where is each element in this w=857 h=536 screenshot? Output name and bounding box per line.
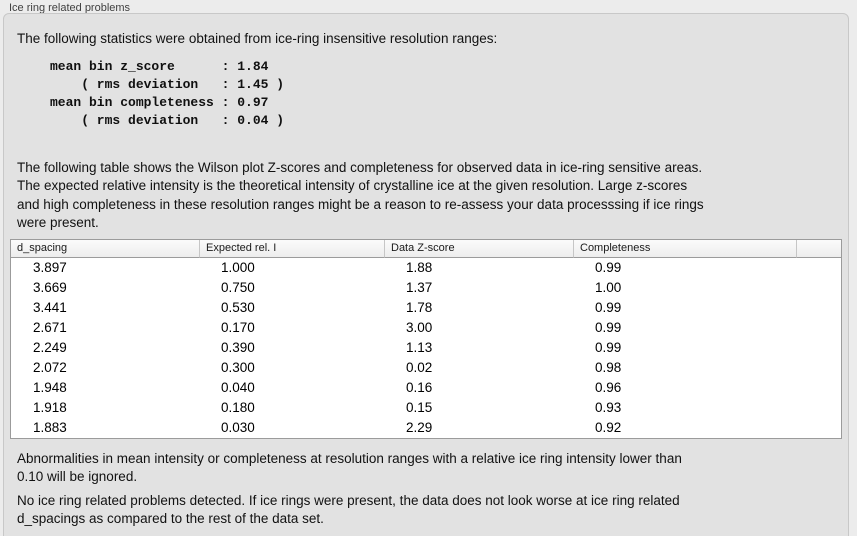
table-cell: 1.883 [33, 420, 67, 435]
table-cell: 0.92 [595, 420, 622, 435]
table-cell: 0.99 [595, 260, 622, 275]
table-cell [796, 298, 841, 318]
table-cell: 1.88 [406, 260, 433, 275]
table-cell: 0.300 [221, 360, 255, 375]
table-cell [796, 278, 841, 298]
table-row[interactable]: 2.249 0.390 1.13 0.99 [11, 338, 841, 358]
table-cell: 1.37 [406, 280, 433, 295]
table-row[interactable]: 3.441 0.530 1.78 0.99 [11, 298, 841, 318]
table-cell [796, 398, 841, 418]
summary-stats-block: mean bin z_score : 1.84 ( rms deviation … [50, 58, 285, 128]
table-cell: 0.98 [595, 360, 622, 375]
column-header-completeness[interactable]: Completeness [573, 239, 796, 258]
table-cell: 0.180 [221, 400, 255, 415]
table-header-row: d_spacing Expected rel. I Data Z-score Comp… [11, 239, 841, 258]
table-cell [796, 358, 841, 378]
table-cell: 3.669 [33, 280, 67, 295]
table-cell: 0.99 [595, 340, 622, 355]
table-cell: 0.390 [221, 340, 255, 355]
table-cell: 0.16 [406, 380, 433, 395]
table-cell [796, 318, 841, 338]
ice-ring-panel: The following statistics were obtained f… [3, 13, 849, 536]
table-row[interactable]: 3.669 0.750 1.37 1.00 [11, 278, 841, 298]
table-cell: 0.030 [221, 420, 255, 435]
table-row[interactable]: 1.883 0.030 2.29 0.92 [11, 418, 841, 438]
table-cell: 1.13 [406, 340, 433, 355]
table-row[interactable]: 1.948 0.040 0.16 0.96 [11, 378, 841, 398]
table-cell [796, 338, 841, 358]
ignore-note-text: Abnormalities in mean intensity or compl… [17, 450, 682, 485]
table-cell: 2.249 [33, 340, 67, 355]
table-cell [796, 418, 841, 438]
table-row[interactable]: 2.671 0.170 3.00 0.99 [11, 318, 841, 338]
ice-ring-table: d_spacing Expected rel. I Data Z-score Comp… [10, 238, 842, 439]
table-cell: 0.040 [221, 380, 255, 395]
table-cell: 0.99 [595, 320, 622, 335]
table-cell: 0.93 [595, 400, 622, 415]
conclusion-text: No ice ring related problems detected. I… [17, 492, 680, 527]
table-cell: 0.15 [406, 400, 433, 415]
table-description-text: The following table shows the Wilson plo… [17, 159, 704, 231]
table-cell: 0.02 [406, 360, 433, 375]
table-cell: 0.99 [595, 300, 622, 315]
column-header-d-spacing[interactable]: d_spacing [11, 239, 199, 258]
table-cell [796, 378, 841, 398]
table-cell: 3.441 [33, 300, 67, 315]
table-cell: 1.948 [33, 380, 67, 395]
table-row[interactable]: 2.072 0.300 0.02 0.98 [11, 358, 841, 378]
table-cell: 2.072 [33, 360, 67, 375]
table-row[interactable]: 1.918 0.180 0.15 0.93 [11, 398, 841, 418]
table-cell: 0.750 [221, 280, 255, 295]
table-cell: 3.00 [406, 320, 433, 335]
table-cell: 2.29 [406, 420, 433, 435]
table-cell: 3.897 [33, 260, 67, 275]
column-header-expected-rel-i[interactable]: Expected rel. I [199, 239, 384, 258]
table-cell: 0.170 [221, 320, 255, 335]
column-header-spacer[interactable] [796, 239, 841, 258]
table-cell: 0.96 [595, 380, 622, 395]
intro-text: The following statistics were obtained f… [17, 31, 498, 46]
table-cell: 1.000 [221, 260, 255, 275]
table-cell: 1.918 [33, 400, 67, 415]
table-cell: 1.78 [406, 300, 433, 315]
section-title: Ice ring related problems [9, 2, 131, 14]
table-cell: 1.00 [595, 280, 622, 295]
table-cell: 0.530 [221, 300, 255, 315]
column-header-data-z-score[interactable]: Data Z-score [384, 239, 573, 258]
table-body: 3.897 1.000 1.88 0.99 3.669 0.750 1.37 1.00 3.44… [11, 258, 841, 438]
table-row[interactable]: 3.897 1.000 1.88 0.99 [11, 258, 841, 278]
table-cell [796, 258, 841, 278]
table-cell: 2.671 [33, 320, 67, 335]
